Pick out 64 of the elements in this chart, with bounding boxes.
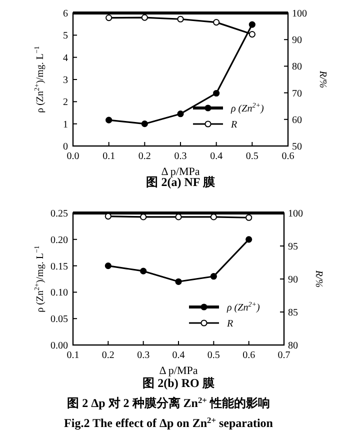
y2-tick-label: 80 — [288, 340, 298, 352]
x-tick-label: 0.2 — [138, 151, 151, 162]
text: 图 2(b) RO 膜 — [142, 376, 214, 390]
point — [177, 16, 184, 22]
caption: Fig.2 The effect of Δp on Zn$^{2+}$ separation — [64, 416, 274, 430]
point — [246, 236, 252, 243]
y2-tick-label: 85 — [288, 308, 298, 318]
y2-tick-label: 80 — [292, 62, 302, 73]
x-tick-label: 0.6 — [242, 350, 256, 361]
point — [248, 30, 256, 38]
y-tick-label: 1 — [63, 119, 68, 130]
y-tick-label: 0.10 — [50, 288, 68, 299]
x-tick-label: 0.5 — [207, 350, 220, 361]
y2-tick-label: 100 — [288, 208, 303, 220]
y-tick-label: 0.20 — [50, 234, 68, 246]
x-tick-label: 0.7 — [278, 350, 290, 361]
legend-label: R — [226, 318, 234, 330]
x-axis-title: Δ p/MPa — [161, 166, 200, 178]
y2-tick-label: 50 — [292, 142, 302, 152]
point — [213, 19, 220, 26]
x-tick-label: 0.6 — [282, 151, 294, 162]
x-tick-label: 0.5 — [246, 151, 258, 162]
y-tick-label: 4 — [63, 52, 68, 64]
legend-label: ρ (Zn$^{2+}$) — [230, 102, 264, 114]
y2-tick-label: 100 — [292, 8, 307, 20]
x-tick-label: 0.2 — [102, 350, 114, 361]
y2-tick-label: 60 — [292, 114, 302, 126]
legend-label: ρ (Zn$^{2+}$) — [226, 300, 260, 314]
y-tick-label: 0.25 — [50, 208, 68, 220]
y-tick-label: 0 — [63, 142, 68, 152]
x-tick-label: 0.1 — [66, 350, 80, 361]
y2-tick-label: 70 — [292, 88, 302, 100]
y-tick-label: 6 — [63, 8, 68, 20]
y-tick-label: 3 — [63, 75, 68, 86]
y-tick-label: 0.00 — [50, 340, 68, 352]
point — [213, 90, 220, 97]
x-tick-label: 0.4 — [210, 151, 223, 162]
point — [141, 14, 148, 21]
point — [177, 110, 184, 118]
point — [141, 120, 148, 128]
x-tick-label: 0.4 — [172, 350, 185, 361]
caption: 图 2 Δp 对 2 种膜分离 Zn$^{2+}$ 性能的影响 — [67, 396, 270, 410]
point — [175, 278, 182, 285]
point — [140, 268, 147, 274]
y-tick-label: 0.15 — [50, 261, 68, 272]
y2-tick-label: 90 — [288, 274, 298, 286]
x-tick-label: 0.3 — [137, 350, 150, 361]
point — [104, 262, 112, 270]
x-axis-title: Δ p/MPa — [159, 365, 198, 377]
x-tick-label: 0.3 — [174, 151, 187, 162]
y2-axis-title: R/% — [317, 70, 328, 88]
point — [106, 116, 112, 124]
point — [210, 273, 217, 280]
y2-axis-title: R/% — [313, 269, 324, 288]
x-tick-label: 0.0 — [66, 151, 80, 162]
point — [106, 14, 112, 22]
y-tick-label: 2 — [63, 97, 68, 108]
y2-tick-label: 95 — [288, 242, 298, 252]
y2-tick-label: 90 — [292, 35, 302, 46]
y-tick-label: 5 — [63, 30, 68, 42]
y-tick-label: 0.05 — [50, 314, 68, 326]
legend-label: R — [230, 120, 238, 130]
x-tick-label: 0.1 — [102, 151, 116, 162]
point — [248, 21, 256, 28]
